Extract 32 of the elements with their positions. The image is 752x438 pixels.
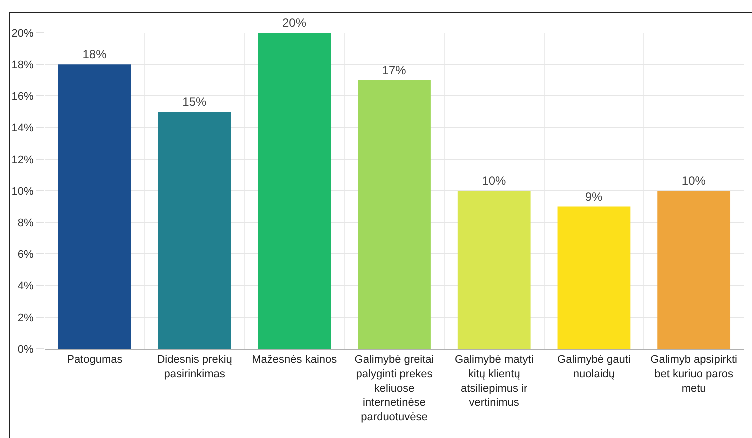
data-label: 20% xyxy=(282,16,307,30)
data-label: 15% xyxy=(182,95,207,109)
data-label: 10% xyxy=(682,174,706,188)
x-tick-label: Patogumas xyxy=(67,354,124,366)
x-tick-label: Galimybė matyti kitų klientų atsiliepimus ir vertinimus xyxy=(454,354,534,410)
y-tick-label: 2% xyxy=(18,312,34,324)
x-tick-label: Didesnis prekių pasirinkimas xyxy=(157,354,232,380)
data-label: 17% xyxy=(382,63,407,78)
y-tick-label: 14% xyxy=(12,122,34,135)
y-tick-label: 16% xyxy=(12,91,34,104)
x-tick-label: Galimybė greitai palyginti prekes keliuose internetinėse parduotuvėse xyxy=(354,354,434,424)
bar xyxy=(358,80,431,349)
y-tick-label: 6% xyxy=(18,249,34,262)
y-tick-label: 4% xyxy=(18,280,34,293)
x-tick-label: Galimybė gauti nuolaidų xyxy=(558,354,631,380)
bar xyxy=(58,64,132,349)
bar xyxy=(258,33,332,349)
y-tick-label: 8% xyxy=(18,217,34,230)
x-tick-label: Galimyb apsipirkti bet kuriuo paros metu xyxy=(650,354,738,395)
y-tick-label: 0% xyxy=(18,344,34,356)
bar xyxy=(458,191,531,349)
x-tick-label: Mažesnės kainos xyxy=(252,354,338,366)
data-label: 18% xyxy=(82,48,108,62)
data-label: 9% xyxy=(585,190,604,204)
y-tick-label: 18% xyxy=(12,59,34,72)
y-tick-label: 10% xyxy=(12,186,34,198)
bar xyxy=(558,206,631,349)
data-label: 10% xyxy=(482,174,507,188)
y-tick-label: 12% xyxy=(12,154,34,166)
bar xyxy=(658,191,731,349)
y-tick-label: 20% xyxy=(12,28,34,40)
bar xyxy=(158,112,232,349)
